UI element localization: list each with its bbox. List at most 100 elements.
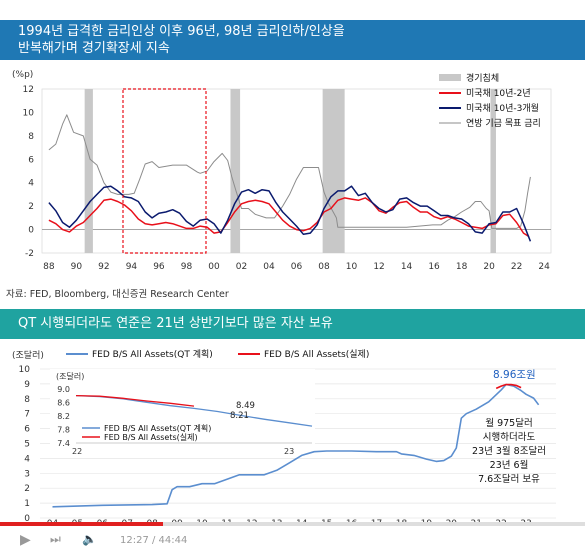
inset-ytick: 7.8 <box>57 425 70 434</box>
chart2-xtick: 14 <box>296 519 308 522</box>
chart1-xtick: 18 <box>456 262 468 272</box>
video-player-controls: ▶ ⏭ 🔈 12:27 / 44:44 <box>0 518 585 554</box>
legend-10y3m-label: 미국채 10년-3개월 <box>466 102 539 114</box>
inset-label-8-49: 8.49 <box>236 401 255 411</box>
recession-band-3 <box>490 89 496 253</box>
chart1-ytick: 12 <box>23 85 34 95</box>
chart2-xtick: 23 <box>520 519 531 522</box>
progress-fill <box>0 522 163 526</box>
chart2-ytick: 6 <box>24 425 30 435</box>
chart1-ytick: 6 <box>28 155 34 165</box>
chart1-xtick: 02 <box>236 262 247 272</box>
chart2-ytick: 5 <box>24 440 30 450</box>
volume-icon[interactable]: 🔈 <box>82 532 97 546</box>
chart1-xtick: 06 <box>291 262 303 272</box>
annotation-line3: 23년 3월 8조달러 <box>472 445 546 457</box>
chart2-title-banner: QT 시행되더라도 연준은 21년 상반기보다 많은 자산 보유 <box>0 309 585 339</box>
inset-background <box>50 369 315 449</box>
chart1-xtick: 90 <box>71 262 83 272</box>
chart1-ytick: 8 <box>28 132 34 142</box>
chart2-ytick: 0 <box>24 514 30 522</box>
chart2-series-line-1 <box>495 383 522 390</box>
chart2-ytick: 3 <box>24 469 30 479</box>
chart2-ytick: 1 <box>24 499 30 509</box>
chart1-legend: 경기침체 미국채 10년-2년 미국채 10년-3개월 연방 기금 목표 금리 <box>439 72 541 129</box>
chart1-xtick: 12 <box>373 262 384 272</box>
chart2-xtick: 12 <box>246 519 257 522</box>
annotation-line2: 시행하더라도 <box>483 431 536 443</box>
inset-xtick-22: 22 <box>72 447 82 456</box>
chart2-ytick: 4 <box>24 454 30 464</box>
progress-bar[interactable] <box>0 522 585 526</box>
chart2-xtick: 09 <box>171 519 183 522</box>
chart1-ytick: 0 <box>28 226 34 236</box>
chart2-xtick: 18 <box>396 519 408 522</box>
chart2-xtick: 17 <box>371 519 382 522</box>
recession-band-2 <box>322 89 345 253</box>
chart1-xtick: 08 <box>318 262 330 272</box>
legend-actual-label: FED B/S All Assets(실제) <box>264 349 369 360</box>
peak-label: 8.96조원 <box>493 369 536 381</box>
recession-band-1 <box>230 89 241 253</box>
inset-xtick-23: 23 <box>284 447 294 456</box>
chart2-xtick: 04 <box>47 519 59 522</box>
series-line-1 <box>48 197 530 238</box>
chart1-ytick: -2 <box>25 249 34 259</box>
inset-ytick: 8.2 <box>57 412 70 421</box>
chart2-xtick: 19 <box>421 519 433 522</box>
inset-chart: (조달러) 9.0 8.6 8.2 7.8 7.4 22 23 8.49 8.21 FE… <box>50 369 315 456</box>
annotation-line1: 월 975달러 <box>485 417 532 429</box>
chart1-xtick: 10 <box>346 262 358 272</box>
series-line-2 <box>48 185 532 242</box>
chart2-xtick: 16 <box>346 519 358 522</box>
chart1-title-banner: 1994년 급격한 금리인상 이후 96년, 98년 금리인하/인상을 반복해가… <box>0 20 585 60</box>
chart1-title-line1: 1994년 급격한 금리인상 이후 96년, 98년 금리인하/인상을 <box>18 24 345 39</box>
series-line-3 <box>48 114 531 229</box>
chart1-xtick: 04 <box>263 262 275 272</box>
inset-ytick: 9.0 <box>57 385 70 394</box>
inset-legend-qt-label: FED B/S All Assets(QT 계획) <box>104 423 211 433</box>
chart1-xtick: 14 <box>401 262 413 272</box>
chart2-unit-label: (조달러) <box>12 349 44 361</box>
inset-unit-label: (조달러) <box>56 372 84 381</box>
chart1-xtick: 98 <box>181 262 193 272</box>
chart1-title-line2: 반복해가며 경기확장세 지속 <box>18 41 170 56</box>
chart2-xtick: 13 <box>271 519 282 522</box>
chart2-xtick: 11 <box>221 519 232 522</box>
chart1-plot-frame <box>41 88 552 254</box>
highlight-box-1994-2000 <box>122 88 207 254</box>
chart1-ytick: 10 <box>23 108 35 118</box>
inset-ytick: 7.4 <box>57 439 70 448</box>
legend-recession-swatch <box>439 74 461 81</box>
legend-recession-label: 경기침체 <box>466 72 499 84</box>
annotation-line5: 7.6조달러 보유 <box>478 473 540 485</box>
time-display: 12:27 / 44:44 <box>120 535 188 546</box>
next-icon[interactable]: ⏭ <box>50 532 61 546</box>
chart1-xtick: 20 <box>483 262 495 272</box>
chart2-legend: FED B/S All Assets(QT 계획) FED B/S All As… <box>66 348 369 360</box>
chart1-xtick: 16 <box>428 262 440 272</box>
chart2-series-line-0 <box>52 383 540 508</box>
inset-ytick: 8.6 <box>57 398 70 407</box>
chart2-annotation: 월 975달러 시행하더라도 23년 3월 8조달러 23년 6월 7.6조달러… <box>472 417 546 485</box>
fed-balance-sheet-chart: (조달러) FED B/S All Assets(QT 계획) FED B/S … <box>12 348 556 522</box>
source-note: 자료: FED, Bloomberg, 대신증권 Research Center <box>6 289 229 300</box>
chart2-xtick: 21 <box>471 519 482 522</box>
chart2-xtick: 06 <box>97 519 109 522</box>
legend-10y2y-label: 미국채 10년-2년 <box>466 88 531 99</box>
chart2-xtick: 07 <box>122 519 133 522</box>
annotation-line4: 23년 6월 <box>490 459 529 471</box>
chart2-xtick: 15 <box>321 519 332 522</box>
chart2-ytick: 10 <box>19 365 31 375</box>
chart2-ytick: 8 <box>24 395 30 405</box>
chart1-xtick: 24 <box>538 262 550 272</box>
chart2-xtick: 08 <box>146 519 158 522</box>
play-icon[interactable]: ▶ <box>20 532 31 548</box>
recession-band-0 <box>84 89 93 253</box>
chart1-ytick: 2 <box>28 202 34 212</box>
inset-legend-actual-label: FED B/S All Assets(실제) <box>104 432 198 442</box>
chart2-ytick: 9 <box>24 380 30 390</box>
legend-fedfunds-label: 연방 기금 목표 금리 <box>466 118 541 129</box>
chart2-title: QT 시행되더라도 연준은 21년 상반기보다 많은 자산 보유 <box>18 316 333 331</box>
